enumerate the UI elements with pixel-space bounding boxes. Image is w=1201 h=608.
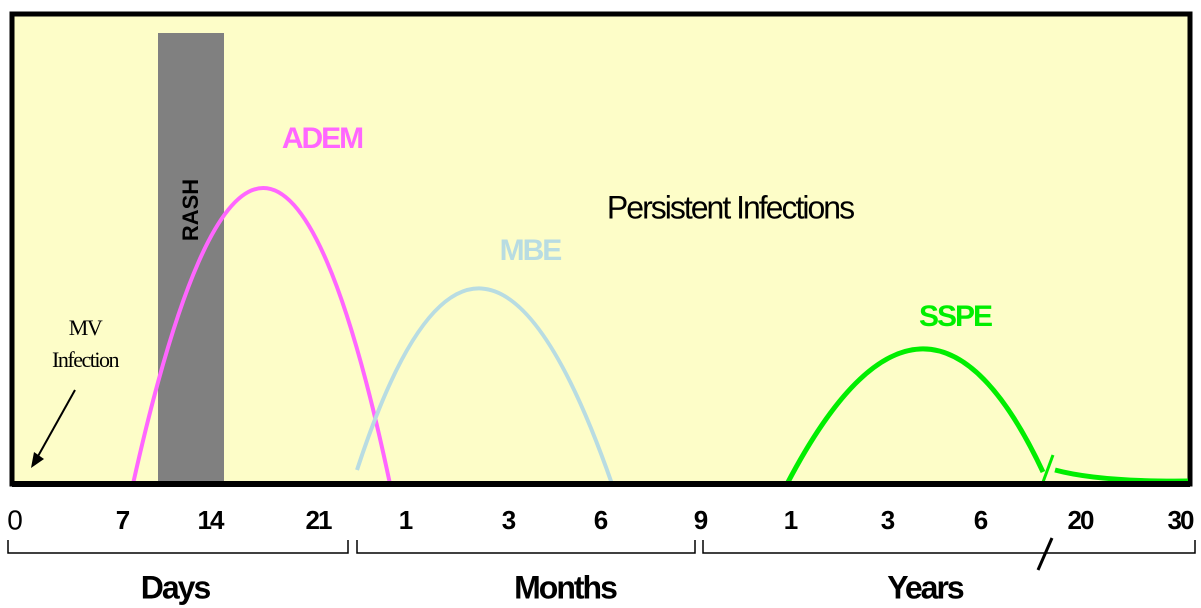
persistent-label: Persistent Infections — [607, 189, 854, 225]
tick-label: 7 — [116, 505, 130, 535]
group-label: Years — [887, 569, 964, 605]
tick-label: 3 — [502, 505, 516, 535]
tick-label: 1 — [399, 505, 413, 535]
mv-label: MV — [69, 315, 103, 340]
rash-label: RASH — [178, 179, 203, 241]
tick-label: 3 — [881, 505, 895, 535]
tick-label: 9 — [694, 505, 708, 535]
mbe-curve — [355, 286, 614, 485]
tick-label: 20 — [1068, 505, 1094, 535]
arrow-head — [31, 452, 44, 468]
tick-label: 6 — [594, 505, 608, 535]
tick-label: 1 — [784, 505, 798, 535]
adem-curve — [131, 186, 392, 485]
tick-label: 14 — [198, 505, 225, 535]
group-label: Months — [514, 569, 617, 605]
sspe-label: SSPE — [919, 300, 992, 333]
tick-label: 30 — [1168, 505, 1194, 535]
tick-label: 21 — [306, 505, 332, 535]
brackets — [7, 540, 1196, 554]
mbe-label: MBE — [500, 234, 562, 267]
axis-break — [1041, 454, 1055, 483]
rash-bar — [158, 33, 224, 484]
group-label: Days — [141, 569, 211, 605]
arrow — [36, 389, 76, 459]
sspe-curve — [784, 346, 1046, 486]
bracket-break — [1036, 537, 1054, 571]
tick-label: 0 — [7, 504, 23, 535]
infection-label: Infection — [52, 347, 119, 372]
tick-label: 6 — [974, 505, 988, 535]
adem-label: ADEM — [282, 122, 362, 155]
